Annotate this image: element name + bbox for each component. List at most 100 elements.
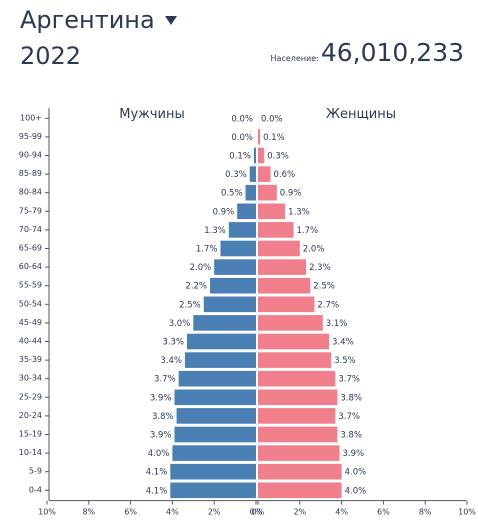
bar-female — [258, 370, 336, 387]
population-value: 46,010,233 — [320, 38, 464, 67]
x-tick-label: 10% — [38, 508, 56, 517]
data-label-male: 0.1% — [229, 152, 251, 162]
header: Аргентина 2022 Население: 46,010,233 — [18, 0, 478, 80]
bar-female — [258, 333, 330, 350]
data-label-male: 2.2% — [185, 282, 207, 292]
bar-female — [258, 203, 286, 220]
y-tick-label: 100+ — [20, 113, 42, 122]
data-label-female: 0.9% — [280, 189, 302, 199]
data-label-female: 3.4% — [332, 338, 354, 348]
bar-female — [258, 445, 340, 461]
data-label-female: 3.5% — [334, 356, 356, 366]
x-tick-label: 0% — [250, 508, 263, 517]
bar-female — [258, 166, 271, 182]
bar-female — [258, 482, 342, 499]
bar-male — [228, 222, 256, 238]
bar-male — [170, 482, 256, 499]
data-label-male: 2.0% — [190, 263, 212, 273]
data-label-male: 4.0% — [148, 449, 170, 459]
bar-male — [184, 352, 256, 368]
bar-female — [258, 463, 342, 480]
bar-female — [258, 259, 307, 275]
bar-female — [258, 240, 300, 257]
data-label-female: 4.0% — [345, 486, 367, 496]
bar-male — [187, 333, 256, 350]
data-label-male: 0.3% — [225, 170, 247, 180]
y-tick-label: 65-69 — [19, 244, 42, 253]
y-tick-label: 45-49 — [19, 318, 42, 327]
data-label-male: 3.7% — [154, 375, 176, 385]
bar-female — [258, 296, 315, 313]
x-tick-label: 8% — [82, 508, 95, 517]
data-label-female: 0.0% — [261, 114, 283, 124]
data-label-female: 3.8% — [340, 431, 362, 441]
data-label-male: 2.5% — [179, 300, 201, 310]
y-tick-label: 5-9 — [29, 467, 42, 476]
country-selector[interactable]: Аргентина — [20, 6, 177, 34]
bar-male — [174, 426, 256, 443]
bar-female — [258, 315, 323, 331]
x-tick-label: 4% — [166, 508, 179, 517]
data-label-male: 4.1% — [146, 468, 168, 478]
data-label-female: 2.3% — [309, 263, 331, 273]
bar-male — [203, 296, 256, 313]
y-tick-label: 50-54 — [19, 299, 42, 308]
x-tick-label: 2% — [293, 508, 306, 517]
bar-male — [193, 315, 256, 331]
y-tick-label: 40-44 — [19, 337, 42, 346]
x-tick-label: 0% — [252, 508, 265, 517]
bar-male — [245, 184, 256, 201]
data-label-female: 3.8% — [340, 393, 362, 403]
data-label-male: 0.0% — [231, 133, 253, 143]
data-label-female: 2.7% — [317, 300, 339, 310]
bar-male — [210, 277, 256, 294]
country-name[interactable]: Аргентина — [20, 6, 155, 34]
y-tick-label: 20-24 — [19, 411, 42, 420]
x-tick-label: 10% — [458, 508, 476, 517]
population-label: Население: — [270, 54, 319, 63]
data-label-female: 2.5% — [313, 282, 335, 292]
y-tick-label: 0-4 — [29, 485, 42, 494]
bar-male — [176, 408, 256, 424]
data-label-male: 3.9% — [150, 431, 172, 441]
data-label-male: 4.1% — [146, 486, 168, 496]
y-tick-label: 60-64 — [19, 262, 42, 271]
data-label-female: 0.6% — [274, 170, 296, 180]
bar-female — [258, 147, 265, 164]
y-tick-label: 75-79 — [19, 206, 42, 215]
series-label-male: Мужчины — [119, 107, 185, 122]
year: 2022 — [20, 42, 82, 70]
data-label-female: 1.3% — [288, 207, 310, 217]
y-tick-label: 70-74 — [19, 225, 42, 234]
series-label-female: Женщины — [326, 107, 396, 122]
bar-male — [174, 389, 256, 406]
data-label-female: 3.7% — [338, 412, 360, 422]
data-label-male: 3.9% — [150, 393, 172, 403]
bar-female — [258, 222, 294, 238]
bar-female — [258, 426, 338, 443]
y-tick-label: 85-89 — [19, 169, 42, 178]
x-tick-label: 6% — [377, 508, 390, 517]
data-label-female: 4.0% — [345, 468, 367, 478]
data-label-female: 3.1% — [326, 319, 348, 329]
bar-male — [249, 166, 256, 182]
bar-male — [170, 463, 256, 480]
y-tick-label: 30-34 — [19, 374, 42, 383]
data-label-male: 0.0% — [231, 114, 253, 124]
y-tick-label: 55-59 — [19, 281, 42, 290]
data-label-female: 2.0% — [303, 245, 325, 255]
bar-female — [258, 129, 261, 145]
x-tick-label: 2% — [208, 508, 221, 517]
x-tick-label: 6% — [124, 508, 137, 517]
bar-female — [258, 389, 338, 406]
y-tick-label: 95-99 — [19, 132, 42, 141]
y-tick-label: 90-94 — [19, 151, 42, 160]
x-tick-label: 4% — [335, 508, 348, 517]
data-label-male: 1.7% — [196, 245, 218, 255]
bar-male — [214, 259, 256, 275]
y-tick-label: 15-19 — [19, 430, 42, 439]
dropdown-caret-icon[interactable] — [164, 15, 177, 25]
data-label-female: 0.1% — [263, 133, 285, 143]
bar-female — [258, 408, 336, 424]
